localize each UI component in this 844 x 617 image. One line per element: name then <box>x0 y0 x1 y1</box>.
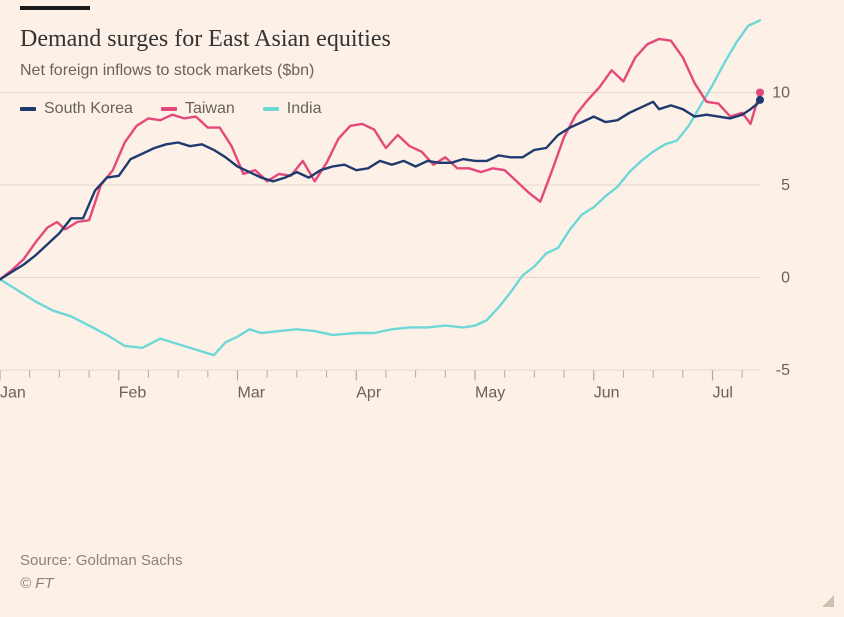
series-line-south-korea <box>0 100 760 280</box>
x-axis-label: Apr <box>356 385 382 402</box>
x-axis-label: Jun <box>594 385 620 402</box>
x-axis-label: Jan <box>0 385 26 402</box>
y-axis-label: -5 <box>776 362 790 379</box>
series-end-dot <box>756 96 764 104</box>
chart-root: Demand surges for East Asian equities Ne… <box>0 0 844 617</box>
series-end-dot <box>756 89 764 97</box>
x-axis-label: Feb <box>119 385 147 402</box>
x-axis-label: Jul <box>713 385 733 402</box>
y-axis-label: 10 <box>772 85 790 102</box>
x-axis-label: May <box>475 385 505 402</box>
chart-plot: -5 0 5 10 Jan Feb Mar Apr May Jun Jul <box>0 0 830 410</box>
resize-corner-icon <box>822 595 834 607</box>
chart-copyright: © FT <box>20 575 54 592</box>
x-axis-label: Mar <box>238 385 266 402</box>
chart-source: Source: Goldman Sachs <box>20 552 183 569</box>
y-axis-label: 5 <box>781 177 790 194</box>
series-line-india <box>0 20 760 355</box>
y-axis-label: 0 <box>781 270 790 287</box>
series-line-taiwan <box>0 39 760 280</box>
